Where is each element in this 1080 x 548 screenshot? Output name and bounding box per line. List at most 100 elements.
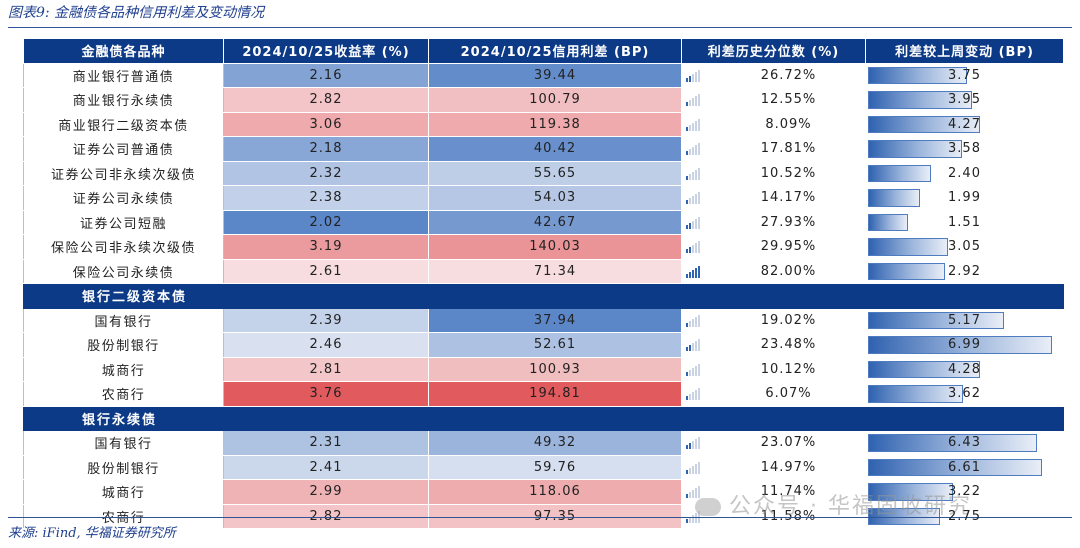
change-cell: 6.99 — [865, 332, 1064, 358]
signal-bars-icon — [686, 265, 700, 278]
spread-cell: 49.32 — [428, 430, 682, 456]
table-row: 股份制银行 2.41 59.76 14.97% 6.61 — [23, 454, 1064, 480]
percentile-value: 17.81% — [760, 141, 817, 156]
signal-bars-icon — [686, 314, 700, 327]
row-name: 城商行 — [23, 356, 224, 382]
change-value: 2.92 — [948, 263, 981, 279]
change-value: 4.27 — [948, 116, 981, 132]
percentile-cell: 10.52% — [681, 160, 866, 186]
spread-cell: 52.61 — [428, 332, 682, 358]
percentile-cell: 27.93% — [681, 209, 866, 235]
table-row: 农商行 3.76 194.81 6.07% 3.62 — [23, 381, 1064, 407]
percentile-value: 23.48% — [760, 337, 817, 352]
change-databar — [868, 507, 941, 525]
signal-bars-icon — [686, 118, 700, 131]
signal-bars-icon — [686, 436, 700, 449]
change-cell: 6.61 — [865, 454, 1064, 480]
row-name: 商业银行普通债 — [23, 62, 224, 88]
row-name: 国有银行 — [23, 307, 224, 333]
spread-cell: 118.06 — [428, 479, 682, 505]
section-label: 银行二级资本债 — [23, 283, 224, 309]
spread-cell: 42.67 — [428, 209, 682, 235]
spread-cell: 119.38 — [428, 111, 682, 137]
row-name: 农商行 — [23, 503, 224, 529]
yield-cell: 2.82 — [223, 503, 429, 529]
spread-cell: 54.03 — [428, 185, 682, 211]
change-value: 3.58 — [948, 141, 981, 157]
row-name: 证券公司普通债 — [23, 136, 224, 162]
source-divider — [8, 517, 1072, 518]
watermark: 公众号 · 华福固收研究 — [695, 488, 972, 520]
section-bank-tier2: 银行二级资本债 — [23, 283, 1064, 309]
change-value: 6.61 — [948, 459, 981, 475]
change-databar — [868, 189, 921, 207]
signal-bars-icon — [686, 216, 700, 229]
col-header-yield: 2024/10/25收益率 (%) — [223, 38, 429, 64]
row-name: 城商行 — [23, 479, 224, 505]
section-label: 银行永续债 — [23, 405, 224, 431]
table-row: 证券公司永续债 2.38 54.03 14.17% 1.99 — [23, 185, 1064, 211]
table-row: 证券公司普通债 2.18 40.42 17.81% 3.58 — [23, 136, 1064, 162]
spread-cell: 140.03 — [428, 234, 682, 260]
change-value: 3.75 — [948, 67, 981, 83]
col-header-type: 金融债各品种 — [23, 38, 224, 64]
percentile-value: 6.07% — [765, 386, 812, 401]
change-cell: 6.43 — [865, 430, 1064, 456]
watermark-text: 公众号 · 华福固收研究 — [729, 494, 972, 519]
group2-body: 国有银行 2.39 37.94 19.02% 5.17 股份制银行 2.46 52.61 23.… — [23, 307, 1064, 407]
yield-cell: 3.19 — [223, 234, 429, 260]
change-value: 3.05 — [948, 239, 981, 255]
yield-cell: 2.02 — [223, 209, 429, 235]
percentile-cell: 12.55% — [681, 87, 866, 113]
change-value: 2.40 — [948, 165, 981, 181]
change-value: 4.28 — [948, 361, 981, 377]
percentile-cell: 29.95% — [681, 234, 866, 260]
change-cell: 3.58 — [865, 136, 1064, 162]
change-databar — [868, 311, 1004, 329]
spread-cell: 100.93 — [428, 356, 682, 382]
signal-bars-icon — [686, 240, 700, 253]
change-databar — [868, 262, 945, 280]
signal-bars-icon — [686, 191, 700, 204]
percentile-cell: 17.81% — [681, 136, 866, 162]
yield-cell: 2.31 — [223, 430, 429, 456]
spread-cell: 100.79 — [428, 87, 682, 113]
table-row: 商业银行永续债 2.82 100.79 12.55% 3.95 — [23, 87, 1064, 113]
percentile-cell: 19.02% — [681, 307, 866, 333]
row-name: 证券公司短融 — [23, 209, 224, 235]
row-name: 股份制银行 — [23, 332, 224, 358]
section-bank-perpetual: 银行永续债 — [23, 405, 1064, 431]
change-databar — [868, 360, 981, 378]
percentile-value: 10.52% — [760, 165, 817, 181]
percentile-value: 11.58% — [760, 508, 817, 524]
change-cell: 2.75 — [865, 503, 1064, 529]
table-row: 国有银行 2.39 37.94 19.02% 5.17 — [23, 307, 1064, 333]
percentile-cell: 14.17% — [681, 185, 866, 211]
signal-bars-icon — [686, 142, 700, 155]
row-name: 证券公司永续债 — [23, 185, 224, 211]
table-row: 商业银行二级资本债 3.06 119.38 8.09% 4.27 — [23, 111, 1064, 137]
change-databar — [868, 66, 967, 84]
change-databar — [868, 385, 964, 403]
title-divider — [8, 27, 1072, 28]
signal-bars-icon — [686, 363, 700, 376]
percentile-cell: 23.07% — [681, 430, 866, 456]
change-cell: 3.62 — [865, 381, 1064, 407]
percentile-value: 8.09% — [765, 116, 812, 132]
change-databar — [868, 164, 932, 182]
change-cell: 2.40 — [865, 160, 1064, 186]
row-name: 国有银行 — [23, 430, 224, 456]
percentile-value: 14.17% — [760, 190, 817, 205]
yield-cell: 2.99 — [223, 479, 429, 505]
change-value: 3.22 — [948, 484, 981, 500]
table-row: 证券公司非永续次级债 2.32 55.65 10.52% 2.40 — [23, 160, 1064, 186]
yield-cell: 3.06 — [223, 111, 429, 137]
change-cell: 3.22 — [865, 479, 1064, 505]
percentile-value: 10.12% — [760, 361, 817, 377]
percentile-value: 14.97% — [760, 459, 817, 475]
table-row: 商业银行普通债 2.16 39.44 26.72% 3.75 — [23, 62, 1064, 88]
yield-cell: 2.41 — [223, 454, 429, 480]
percentile-value: 82.00% — [760, 263, 817, 279]
group1-body: 商业银行普通债 2.16 39.44 26.72% 3.75 商业银行永续债 2.82 100… — [23, 62, 1064, 284]
change-cell: 1.99 — [865, 185, 1064, 211]
